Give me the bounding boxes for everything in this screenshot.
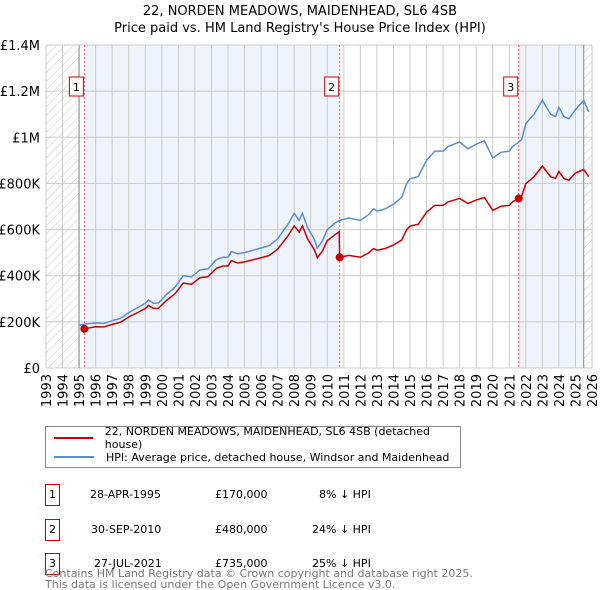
x-tick-label: 2005 [239, 374, 254, 407]
y-tick-label: £200K [0, 316, 40, 331]
sale-price: £735,000 [215, 557, 268, 570]
x-tick-label: 1996 [90, 374, 105, 407]
chart-title: 22, NORDEN MEADOWS, MAIDENHEAD, SL6 4SB [142, 4, 458, 19]
x-tick-label: 2001 [172, 374, 187, 407]
no-data-region [583, 45, 592, 368]
marker-badge: 3 [45, 553, 60, 575]
ownership-shade [84, 45, 340, 368]
sale-date: 27-JUL-2021 [94, 557, 162, 570]
x-tick-label: 2026 [586, 374, 600, 407]
footer-line: This data is licensed under the Open Gov… [45, 578, 396, 590]
sale-badge-box [68, 76, 84, 97]
sale-point [80, 324, 89, 333]
x-tick-label: 2007 [272, 374, 287, 407]
y-tick-label: £1.2M [0, 85, 40, 100]
x-tick-label: 2012 [354, 374, 369, 407]
x-tick-label: 1994 [57, 374, 72, 407]
legend-swatch-red [54, 437, 93, 439]
x-tick-label: 2018 [454, 374, 469, 407]
chart-subtitle: Price paid vs. HM Land Registry's House … [114, 21, 486, 36]
x-tick-label: 2017 [437, 374, 452, 407]
legend-label: 22, NORDEN MEADOWS, MAIDENHEAD, SL6 4SB … [104, 425, 431, 451]
x-tick-label: 2006 [255, 374, 270, 407]
table-row: 1 28-APR-1995 £170,000 8% ↓ HPI [45, 484, 465, 506]
x-tick-label: 2014 [387, 374, 402, 407]
sale-point [335, 253, 344, 262]
x-tick-label: 2008 [288, 374, 303, 407]
x-tick-label: 2000 [156, 374, 171, 407]
sale-badge-label: 1 [73, 81, 80, 94]
x-tick-label: 2013 [371, 374, 386, 407]
sale-price: £480,000 [215, 523, 268, 536]
legend: 22, NORDEN MEADOWS, MAIDENHEAD, SL6 4SB … [45, 425, 461, 468]
sale-badge-box [324, 76, 340, 97]
legend-item-hpi: HPI: Average price, detached house, Wind… [54, 449, 449, 465]
x-tick-label: 1999 [139, 374, 154, 407]
x-tick-label: 2024 [553, 374, 568, 407]
x-tick-label: 2016 [421, 374, 436, 407]
y-tick-label: £800K [0, 177, 40, 192]
x-tick-label: 1998 [123, 374, 138, 407]
sale-badge-label: 2 [328, 81, 335, 94]
x-tick-label: 1995 [73, 374, 88, 407]
hpi-diff: 24% ↓ HPI [312, 523, 371, 536]
footer-line: Contains HM Land Registry data © Crown c… [45, 567, 473, 580]
legend-swatch-blue [54, 456, 94, 458]
marker-badge: 2 [45, 519, 60, 541]
hpi-diff: 25% ↓ HPI [312, 557, 371, 570]
sale-badge-box [503, 76, 519, 97]
x-tick-label: 2011 [338, 374, 353, 407]
sale-point [514, 194, 523, 203]
x-tick-label: 2010 [321, 374, 336, 407]
x-tick-label: 2015 [404, 374, 419, 407]
x-tick-label: 2023 [536, 374, 551, 407]
x-tick-label: 2004 [222, 374, 237, 407]
y-tick-label: £1.4M [0, 39, 40, 54]
x-tick-label: 2020 [487, 374, 502, 407]
y-tick-label: £1M [12, 131, 40, 146]
y-tick-label: £0 [23, 362, 40, 377]
x-tick-label: 2003 [205, 374, 220, 407]
legend-item-property: 22, NORDEN MEADOWS, MAIDENHEAD, SL6 4SB … [54, 425, 460, 451]
x-tick-label: 2002 [189, 374, 204, 407]
sale-date: 30-SEP-2010 [91, 523, 162, 536]
x-tick-label: 1993 [40, 374, 55, 407]
y-tick-label: £600K [0, 224, 40, 239]
x-tick-label: 2019 [470, 374, 485, 407]
footer-copyright: Contains HM Land Registry data © Crown c… [45, 568, 473, 590]
hpi-line [78, 98, 590, 327]
x-tick-label: 1997 [106, 374, 121, 407]
y-tick-label: £400K [0, 270, 40, 285]
sale-price: £170,000 [215, 488, 268, 501]
x-tick-label: 2021 [503, 374, 518, 407]
legend-label: HPI: Average price, detached house, Wind… [106, 450, 450, 464]
x-tick-label: 2022 [520, 374, 535, 407]
ownership-shade [518, 45, 584, 368]
table-row: 3 27-JUL-2021 £735,000 25% ↓ HPI [45, 553, 465, 575]
marker-badge: 1 [45, 484, 60, 506]
hpi-diff: 8% ↓ HPI [319, 488, 371, 501]
sale-date: 28-APR-1995 [90, 488, 162, 501]
x-tick-label: 2009 [305, 374, 320, 407]
table-row: 2 30-SEP-2010 £480,000 24% ↓ HPI [45, 519, 465, 541]
x-tick-label: 2025 [569, 374, 584, 407]
sale-badge-label: 3 [507, 81, 514, 94]
